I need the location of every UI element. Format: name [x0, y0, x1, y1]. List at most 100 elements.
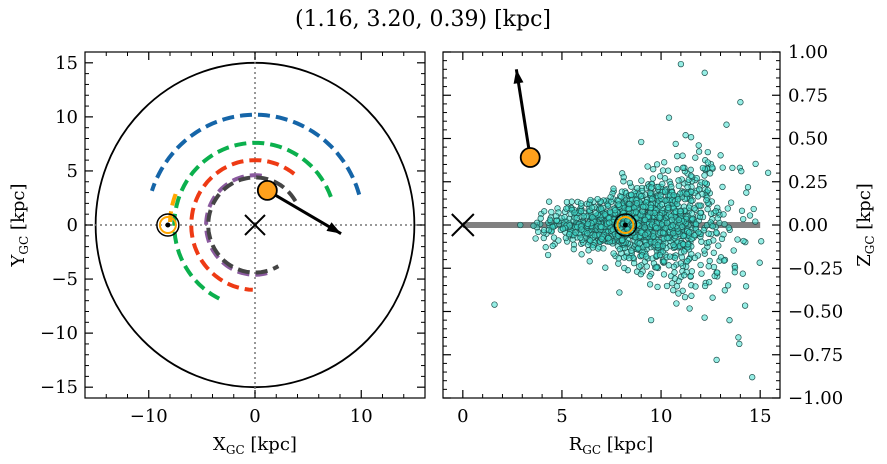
star-point	[628, 191, 635, 198]
star-point	[632, 208, 640, 216]
star-point	[698, 270, 705, 277]
y-tick-label: 0.75	[788, 85, 828, 106]
star-point	[681, 248, 688, 255]
star-point	[687, 134, 695, 141]
star-point	[640, 203, 647, 211]
star-point	[570, 246, 577, 253]
star-point	[688, 197, 695, 204]
star-point	[577, 207, 585, 215]
star-point	[649, 175, 657, 182]
star-point	[738, 207, 746, 214]
star-point	[661, 188, 669, 195]
star-point	[587, 196, 594, 204]
star-point	[719, 183, 726, 191]
star-point	[665, 167, 672, 174]
velocity-arrow-head	[326, 222, 342, 234]
star-point	[683, 190, 690, 198]
star-point	[636, 263, 643, 270]
right-x-axis-label: RGC [kpc]	[569, 434, 654, 457]
y-tick-label: 15	[55, 53, 78, 74]
star-point	[701, 172, 708, 179]
star-point	[715, 242, 722, 249]
x-tick-label: 10	[350, 406, 373, 427]
star-point	[630, 259, 638, 267]
star-point	[684, 241, 692, 248]
star-point	[589, 244, 596, 251]
star-point	[670, 241, 677, 249]
star-point	[682, 132, 689, 139]
star-point	[626, 201, 633, 208]
star-point	[706, 170, 714, 177]
star-point	[592, 210, 599, 217]
right-plot-frame	[442, 51, 781, 399]
star-point	[615, 260, 622, 267]
galactic-center-marker	[244, 214, 266, 236]
star-point	[691, 254, 698, 262]
star-point	[660, 271, 668, 278]
star-point	[636, 240, 643, 247]
star-point	[650, 233, 657, 240]
star-point	[659, 180, 666, 188]
star-point	[697, 209, 704, 217]
star-point	[598, 223, 605, 231]
x-tick-label: −10	[130, 406, 168, 427]
star-point	[637, 193, 645, 200]
star-point	[678, 223, 686, 230]
star-point	[701, 314, 708, 321]
star-point	[610, 185, 617, 192]
star-point	[764, 169, 772, 176]
star-point	[705, 230, 712, 237]
star-point	[675, 290, 682, 297]
star-point	[738, 168, 745, 175]
star-point	[600, 245, 607, 252]
star-point	[719, 164, 726, 171]
star-point	[710, 249, 717, 256]
star-point	[661, 159, 668, 166]
star-point	[643, 241, 650, 249]
star-point	[542, 244, 549, 251]
star-point	[692, 283, 699, 290]
star-point	[684, 257, 691, 265]
star-point	[546, 216, 554, 223]
star-point	[696, 202, 703, 209]
velocity-arrow-shaft	[266, 189, 342, 235]
star-point	[638, 138, 645, 146]
star-point	[588, 204, 596, 211]
star-point	[573, 214, 580, 222]
star-point	[668, 183, 675, 191]
star-point	[637, 271, 644, 278]
spiral-arm-arc	[150, 112, 362, 196]
star-point	[670, 287, 677, 294]
star-point	[675, 216, 682, 224]
star-point	[641, 224, 648, 231]
star-point	[679, 152, 686, 159]
star-point	[638, 177, 645, 184]
star-point	[659, 242, 667, 249]
spiral-arm-arc	[206, 175, 298, 275]
y-tick-label: 0.50	[788, 129, 828, 150]
star-point	[704, 187, 712, 194]
star-point	[653, 161, 661, 168]
star-point	[653, 264, 660, 271]
star-point	[545, 198, 553, 205]
star-point	[648, 184, 655, 191]
star-point	[680, 232, 687, 240]
star-point	[704, 148, 711, 156]
star-point	[540, 234, 547, 242]
star-point	[517, 221, 524, 229]
star-point	[687, 172, 695, 179]
x-tick-label: 10	[650, 406, 673, 427]
star-point	[671, 269, 678, 276]
star-point	[704, 159, 712, 166]
star-point	[706, 257, 713, 265]
star-point	[615, 255, 622, 262]
sun-center-dot	[165, 222, 171, 228]
star-point	[723, 121, 730, 128]
sun-center-dot	[622, 222, 628, 228]
star-point	[654, 283, 661, 291]
star-point	[691, 232, 698, 239]
star-point	[671, 275, 679, 282]
star-point	[650, 166, 657, 173]
star-point	[687, 166, 694, 173]
velocity-arrow-head	[513, 69, 524, 84]
